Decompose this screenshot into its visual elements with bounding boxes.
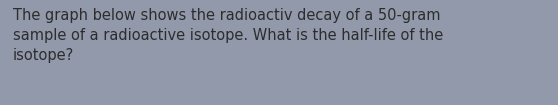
Text: The graph below shows the radioactiv decay of a 50-gram
sample of a radioactive : The graph below shows the radioactiv dec… (13, 8, 443, 63)
